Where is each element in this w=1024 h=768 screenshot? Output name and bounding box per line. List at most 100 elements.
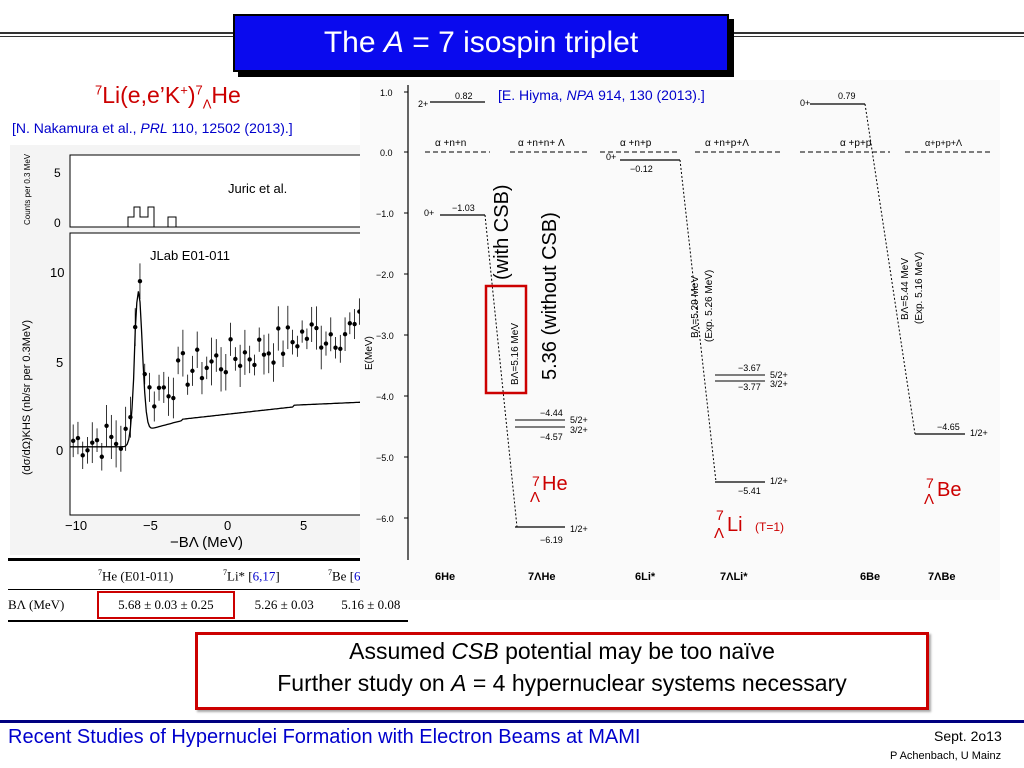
he6-energy-082: 0.82 (455, 91, 473, 101)
threshold-label-4: α +n+p+Λ (705, 138, 749, 149)
spectrum-data-point (247, 357, 252, 362)
spectrum-data-point (276, 326, 281, 331)
table-value-be: 5.16 ± 0.08 (341, 597, 401, 612)
svg-text:0.0: 0.0 (380, 148, 393, 158)
be6-spin: 0+ (800, 98, 810, 108)
spectrum-data-point (113, 441, 119, 447)
footer-date: Sept. 2o13 (934, 728, 1002, 744)
spectrum-data-point (209, 359, 214, 364)
threshold-label-3: α +n+p (620, 138, 652, 149)
he6-spin-2plus: 2+ (418, 99, 428, 109)
spectrum-data-point (328, 332, 333, 337)
main-panel-frame (69, 232, 389, 516)
table-header-li: 7Li* [6,17] (223, 567, 280, 584)
red-li-lambda: Λ (714, 525, 724, 542)
he6-spin-0plus: 0+ (424, 208, 434, 218)
red-he-mass: 7 (532, 473, 540, 489)
nucleus-be7: 7ΛBe (928, 571, 956, 583)
spectrum-data-point (137, 278, 143, 284)
reference-hiyama: [E. Hiyma, NPA 914, 130 (2013).] (498, 87, 705, 103)
red-be-lambda: Λ (924, 491, 934, 508)
spectrum-data-point (204, 365, 209, 371)
energy-ticks: 1.0 0.0 −1.0 −2.0 −3.0 −4.0 −5.0 −6.0 (376, 88, 408, 524)
table-value-he: 5.68 ± 0.03 ± 0.25 (97, 591, 235, 619)
without-csb-label: 5.36 (without CSB) (539, 212, 561, 380)
spectrum-data-point (319, 345, 324, 350)
spectrum-data-point (352, 321, 357, 327)
spectrum-data-point (75, 435, 81, 441)
spectrum-data-point (237, 363, 243, 369)
threshold-label-5: α +p+p (840, 138, 872, 149)
nucleus-be6: 6Be (860, 571, 880, 583)
spectrum-data-point (80, 453, 85, 458)
he-binding-label: BΛ=5.16 MeV (510, 323, 521, 385)
svg-text:−3.0: −3.0 (376, 331, 394, 341)
threshold-label-2: α +n+n+ Λ (518, 138, 565, 149)
li6-energy: −0.12 (630, 164, 653, 174)
spectrum-data-point (109, 434, 114, 440)
spectrum-data-point (147, 385, 152, 390)
he7-energy-b: −4.57 (540, 432, 563, 442)
energy-axis-label: E(MeV) (364, 336, 375, 370)
spectrum-data-point (175, 358, 181, 363)
spectrum-figure: Counts per 0.3 MeV 5 0 Juric et al. (dσ/… (10, 145, 406, 555)
he7-energy-c: −6.19 (540, 535, 563, 545)
be6-energy: 0.79 (838, 91, 856, 101)
he6-energy-m103: −1.03 (452, 203, 475, 213)
red-li-note: (T=1) (755, 520, 784, 534)
spectrum-data-point (280, 351, 286, 356)
li7-energy-b: −3.77 (738, 382, 761, 392)
spectrum-data-point (309, 322, 314, 327)
level-scheme-figure: E(MeV) 1.0 0.0 −1.0 −2.0 −3.0 −4.0 −5.0 … (360, 80, 1000, 600)
red-he-lambda: Λ (530, 489, 540, 506)
li7-energy-c: −5.41 (738, 486, 761, 496)
spectrum-data-point (347, 321, 353, 326)
svg-text:−5.0: −5.0 (376, 453, 394, 463)
li7-spin-b: 3/2+ (770, 379, 788, 389)
spectrum-data-point (214, 353, 219, 358)
spectrum-data-point (299, 329, 305, 334)
footer-author: P Achenbach, U Mainz (890, 750, 1002, 762)
he7-energy-a: −4.44 (540, 408, 563, 418)
xtick-m10: −10 (65, 518, 87, 533)
spectrum-data-point (90, 440, 95, 445)
spectrum-data-point (161, 385, 167, 390)
spectrum-data-point (295, 344, 300, 349)
main-panel-ylabel: (dσ/dΩ)KHS (nb/sr per 0.3MeV) (21, 320, 33, 475)
nucleus-he7: 7ΛHe (528, 571, 556, 583)
be-binding-exp: (Exp. 5.16 MeV) (914, 252, 925, 324)
top-histogram (70, 206, 388, 228)
ytick-0: 0 (56, 443, 63, 458)
table-row-label: BΛ (MeV) (8, 597, 65, 612)
with-csb-label: (with CSB) (491, 184, 513, 280)
conclusion-line-1: Assumed CSB potential may be too naïve (349, 638, 775, 664)
binding-energy-table: 7He (E01-011) 7Li* [6,17] 7Be [6] BΛ (Me… (8, 558, 408, 622)
red-be-name: Be (937, 479, 961, 501)
conclusion-box: Assumed CSB potential may be too naïve F… (195, 632, 929, 710)
spectrum-data-point (242, 350, 248, 355)
spectrum-data-point (252, 362, 257, 368)
top-panel-frame (69, 154, 389, 228)
spectrum-data-point (338, 346, 343, 352)
table-value-li: 5.26 ± 0.03 (254, 597, 314, 612)
main-panel-label: JLab E01-011 (150, 248, 230, 263)
spectrum-data-point (166, 394, 171, 399)
nucleus-li7: 7ΛLi* (720, 571, 748, 583)
spectrum-data-point (228, 337, 233, 342)
spectrum-data-point (290, 339, 295, 345)
threshold-label-6: α+p+p+Λ (925, 138, 962, 148)
spectrum-fit-curve (70, 291, 389, 448)
spectrum-data-point (266, 351, 271, 356)
spectrum-data-point (94, 437, 100, 443)
he7-spin-b: 3/2+ (570, 425, 588, 435)
spectrum-data-point (99, 454, 105, 459)
spectrum-data-point (261, 352, 267, 357)
reaction-heading: 7Li(e,e’K+)7ΛHe (95, 82, 241, 112)
threshold-label-1: α +n+n (435, 138, 466, 149)
xtick-0: 0 (224, 518, 231, 533)
nucleus-li6: 6Li* (635, 571, 656, 583)
xtick-5: 5 (300, 518, 307, 533)
svg-text:1.0: 1.0 (380, 88, 393, 98)
top-panel-ytick-5: 5 (54, 166, 61, 180)
spectrum-data-point (190, 368, 195, 374)
